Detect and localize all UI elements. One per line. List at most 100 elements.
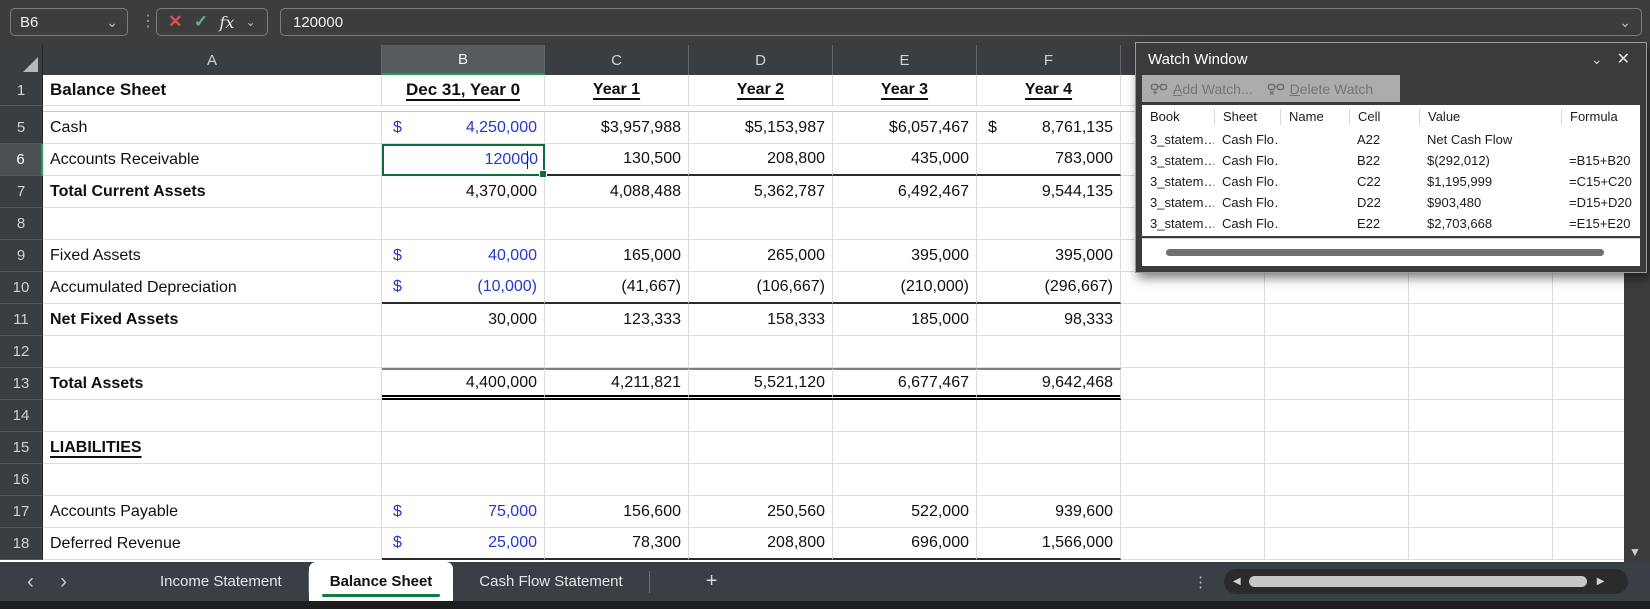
cell[interactable]: Fixed Assets bbox=[43, 240, 382, 272]
column-header[interactable]: Book bbox=[1150, 109, 1180, 124]
cell[interactable]: Total Assets bbox=[43, 368, 382, 400]
drag-handle-icon[interactable]: ⋮ bbox=[140, 13, 156, 30]
col-header-a[interactable]: A bbox=[43, 45, 382, 75]
cell[interactable]: Accounts Receivable bbox=[43, 144, 382, 176]
cell[interactable]: LIABILITIES bbox=[43, 432, 382, 464]
cell[interactable] bbox=[382, 464, 545, 496]
delete-watch-button[interactable]: Delete Watch bbox=[1267, 81, 1373, 97]
row-header[interactable]: 8 bbox=[0, 208, 43, 240]
cell[interactable]: 30,000 bbox=[382, 304, 545, 336]
cell[interactable]: Total Current Assets bbox=[43, 176, 382, 208]
cell[interactable]: 9,544,135 bbox=[977, 176, 1121, 208]
formula-input[interactable]: 120000 ⌄ bbox=[280, 8, 1642, 36]
cell[interactable]: 4,211,821 bbox=[545, 368, 689, 400]
scrollbar-thumb[interactable] bbox=[1248, 576, 1587, 587]
column-header[interactable]: Sheet bbox=[1214, 109, 1280, 125]
cell[interactable] bbox=[1121, 304, 1624, 336]
watch-window-hscrollbar[interactable] bbox=[1142, 238, 1640, 266]
cell[interactable]: 165,000 bbox=[545, 240, 689, 272]
cell[interactable] bbox=[833, 336, 977, 368]
cell[interactable] bbox=[977, 464, 1121, 496]
cell[interactable]: (41,667) bbox=[545, 272, 689, 304]
cell[interactable]: 5,362,787 bbox=[689, 176, 833, 208]
cell[interactable] bbox=[382, 208, 545, 240]
scroll-left-icon[interactable]: ◀ bbox=[1233, 576, 1241, 587]
chevron-down-icon[interactable]: ⌄ bbox=[1590, 50, 1603, 67]
row-header[interactable]: 5 bbox=[0, 112, 43, 144]
cell[interactable]: $ (10,000) bbox=[382, 272, 545, 304]
cell[interactable]: 522,000 bbox=[833, 496, 977, 528]
cell[interactable] bbox=[1121, 528, 1624, 560]
cell[interactable]: $25,000 bbox=[382, 528, 545, 560]
cell[interactable]: (210,000) bbox=[833, 272, 977, 304]
row-header[interactable]: 13 bbox=[0, 368, 43, 400]
cell[interactable] bbox=[545, 400, 689, 432]
cancel-icon[interactable]: ✕ bbox=[168, 12, 183, 31]
cell[interactable] bbox=[977, 432, 1121, 464]
cell[interactable] bbox=[977, 208, 1121, 240]
cell[interactable]: Year 2 bbox=[689, 75, 833, 106]
row-header[interactable]: 9 bbox=[0, 240, 43, 272]
cell[interactable]: $40,000 bbox=[382, 240, 545, 272]
cell[interactable] bbox=[689, 336, 833, 368]
cell[interactable]: 4,088,488 bbox=[545, 176, 689, 208]
cell[interactable]: Year 1 bbox=[545, 75, 689, 106]
row-header[interactable]: 16 bbox=[0, 464, 43, 496]
col-header-c[interactable]: C bbox=[545, 45, 689, 75]
cell[interactable] bbox=[382, 432, 545, 464]
cell[interactable]: Accumulated Depreciation bbox=[43, 272, 382, 304]
cell[interactable]: (296,667) bbox=[977, 272, 1121, 304]
cell[interactable] bbox=[382, 400, 545, 432]
cell[interactable]: 395,000 bbox=[833, 240, 977, 272]
cell[interactable]: $8,761,135 bbox=[977, 112, 1121, 144]
cell[interactable]: 98,333 bbox=[977, 304, 1121, 336]
cell[interactable]: Year 3 bbox=[833, 75, 977, 106]
cell[interactable]: 6,677,467 bbox=[833, 368, 977, 400]
row-header[interactable]: 12 bbox=[0, 336, 43, 368]
cell[interactable]: Net Fixed Assets bbox=[43, 304, 382, 336]
cell[interactable] bbox=[1121, 272, 1624, 304]
row-header[interactable]: 1 bbox=[0, 75, 43, 106]
chevron-down-icon[interactable]: ⌄ bbox=[106, 14, 118, 30]
tab-cash-flow-statement[interactable]: Cash Flow Statement bbox=[479, 573, 623, 590]
cell[interactable] bbox=[43, 336, 382, 368]
cell[interactable] bbox=[43, 400, 382, 432]
cell[interactable] bbox=[1121, 400, 1624, 432]
cell[interactable]: 250,560 bbox=[689, 496, 833, 528]
col-header-f[interactable]: F bbox=[977, 45, 1121, 75]
row-header[interactable]: 7 bbox=[0, 176, 43, 208]
cell[interactable] bbox=[689, 208, 833, 240]
cell[interactable]: 395,000 bbox=[977, 240, 1121, 272]
tab-nav-left-icon[interactable]: ‹ bbox=[27, 570, 34, 593]
cell[interactable]: 123,333 bbox=[545, 304, 689, 336]
cell[interactable] bbox=[833, 432, 977, 464]
cell[interactable]: 130,500 bbox=[545, 144, 689, 176]
cell[interactable]: (106,667) bbox=[689, 272, 833, 304]
cell[interactable]: 696,000 bbox=[833, 528, 977, 560]
cell[interactable] bbox=[1121, 336, 1624, 368]
cell[interactable] bbox=[545, 208, 689, 240]
table-row[interactable]: 3_statem…Cash Flo…C22$1,195,999=C15+C20 bbox=[1150, 174, 1632, 189]
cell[interactable] bbox=[1121, 432, 1624, 464]
cell[interactable] bbox=[977, 336, 1121, 368]
row-header[interactable]: 10 bbox=[0, 272, 43, 304]
cell[interactable] bbox=[689, 432, 833, 464]
col-header-e[interactable]: E bbox=[833, 45, 977, 75]
cell[interactable]: $4,250,000 bbox=[382, 112, 545, 144]
row-header[interactable]: 11 bbox=[0, 304, 43, 336]
cell[interactable]: 435,000 bbox=[833, 144, 977, 176]
tab-balance-sheet[interactable]: Balance Sheet bbox=[308, 562, 454, 601]
cell[interactable]: 1,566,000 bbox=[977, 528, 1121, 560]
cell[interactable]: Year 4 bbox=[977, 75, 1121, 106]
scroll-down-icon[interactable]: ▼ bbox=[1629, 545, 1641, 559]
splitter-dots-icon[interactable]: ⋮ bbox=[1193, 573, 1208, 591]
cell[interactable] bbox=[545, 432, 689, 464]
cell[interactable]: 265,000 bbox=[689, 240, 833, 272]
col-header-d[interactable]: D bbox=[689, 45, 833, 75]
cell[interactable]: 6,492,467 bbox=[833, 176, 977, 208]
add-watch-button[interactable]: Add Watch... bbox=[1150, 81, 1253, 97]
insert-function-icon[interactable]: fx bbox=[219, 12, 235, 32]
cell[interactable]: Accounts Payable bbox=[43, 496, 382, 528]
row-header[interactable]: 15 bbox=[0, 432, 43, 464]
